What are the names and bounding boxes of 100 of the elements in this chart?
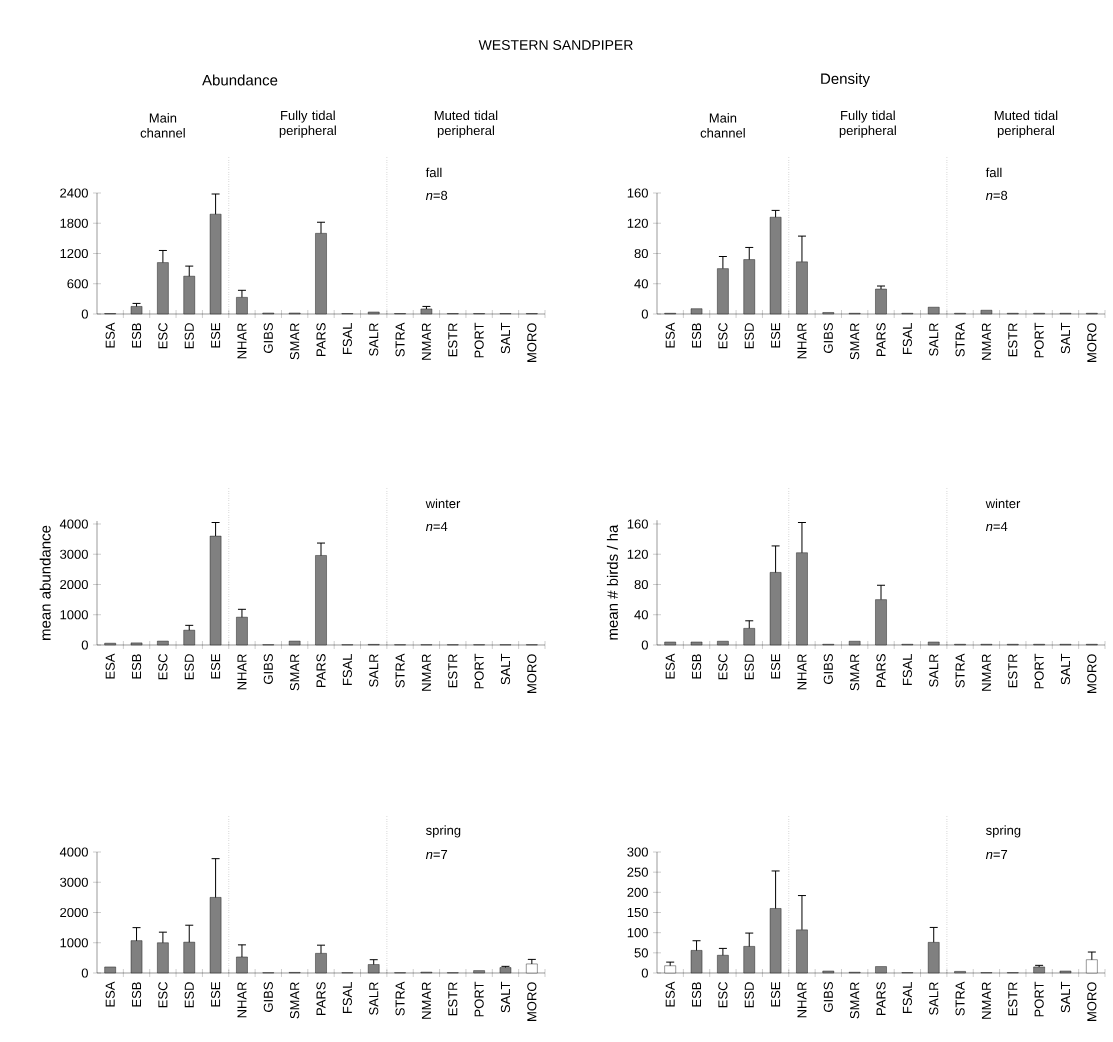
x-tick-label: NHAR [797,982,807,1018]
x-tick-label: ESTR [448,982,458,1016]
text: Fully tidal peripheral [839,110,896,138]
x-tick-label: PARS [316,654,326,687]
y-tick-label: 300 [627,847,648,857]
x-tick-label: PORT [1034,322,1044,358]
x-tick-label: ESC [718,982,728,1008]
x-tick-label: SALT [1060,653,1071,685]
x-tick-label: SALR [929,982,939,1015]
x-tick-label: SALT [500,322,511,354]
x-tick-label: GIBS [263,982,273,1012]
text: Fully tidal peripheral [279,110,336,138]
text: fall [985,167,1002,178]
text: winter [425,498,461,509]
x-tick-label: ESD [184,654,194,680]
text: spring [426,825,461,838]
text: Muted tidal peripheral [434,110,498,138]
chart-subtitle: Density [821,73,870,87]
x-tick-label: SALR [929,654,939,687]
y-axis-title: mean abundance [39,525,51,640]
y-tick-label: 0 [81,640,88,650]
x-tick-label: GIBS [823,323,833,353]
x-tick-label: FSAL [342,322,352,354]
x-tick-label: NMAR [981,323,991,360]
x-tick-label: SMAR [850,982,860,1019]
x-tick-label: PARS [316,323,326,356]
x-tick-label: ESC [718,654,728,680]
y-tick-label: 2400 [60,188,88,198]
y-tick-label: 1000 [60,610,88,620]
y-tick-label: 600 [67,279,88,289]
x-tick-label: ESE [770,323,781,348]
x-tick-label: ESB [131,982,142,1007]
x-tick-label: ESD [744,654,754,680]
x-tick-label: NHAR [237,982,247,1018]
x-tick-label: ESE [210,982,221,1007]
x-tick-label: PORT [474,653,484,689]
annotation: n=8 [985,190,1008,201]
annotation: n=4 [425,521,448,531]
y-tick-label: 40 [634,279,648,289]
x-tick-label: GIBS [263,323,273,353]
x-tick-label: NHAR [797,323,807,359]
text: spring [986,825,1021,838]
x-tick-label: MORO [1087,982,1097,1021]
x-tick-label: ESTR [448,323,458,357]
x-tick-label: STRA [395,653,405,688]
x-tick-label: ESC [718,323,728,349]
x-tick-label: MORO [1087,654,1097,693]
x-tick-label: ESTR [1008,654,1018,688]
x-tick-label: ESE [210,323,221,348]
y-tick-label: 250 [627,867,648,877]
annotation: n=4 [985,521,1008,531]
x-tick-label: PARS [876,323,886,356]
y-tick-label: 160 [627,519,648,529]
x-tick-label: SALT [1060,322,1071,354]
annotation: n=7 [425,849,448,859]
x-tick-label: SMAR [290,982,300,1019]
x-tick-label: PARS [316,982,326,1015]
y-tick-label: 1800 [60,218,88,228]
x-tick-label: MORO [527,323,537,362]
x-tick-label: NMAR [981,654,991,691]
x-tick-label: ESTR [1008,982,1018,1016]
x-tick-label: FSAL [902,981,912,1013]
x-tick-label: NHAR [797,654,807,690]
x-tick-label: SMAR [290,654,300,691]
y-tick-label: 200 [627,887,648,897]
x-tick-label: NMAR [421,982,431,1019]
x-tick-label: ESB [691,982,702,1007]
x-tick-label: ESTR [1008,323,1018,357]
text: Muted tidal peripheral [994,110,1058,138]
x-tick-label: FSAL [902,653,912,685]
x-tick-label: ESC [158,654,168,680]
x-tick-label: ESB [691,323,702,348]
y-tick-label: 0 [81,968,88,978]
x-tick-label: FSAL [342,981,352,1013]
x-tick-label: NMAR [421,323,431,360]
x-tick-label: SALR [369,982,379,1015]
y-tick-label: 4000 [59,519,88,529]
y-tick-label: 120 [627,549,648,559]
y-tick-label: 3000 [60,877,88,887]
annotation: n=8 [425,190,448,201]
x-tick-label: GIBS [263,654,273,684]
text: Main channel [700,113,745,138]
x-tick-label: SALR [929,323,939,356]
y-tick-label: 100 [627,928,648,938]
x-tick-label: ESB [691,654,702,679]
x-tick-label: NMAR [981,982,991,1019]
x-tick-label: NMAR [421,654,431,691]
y-tick-label: 4000 [59,847,88,857]
x-tick-label: ESA [105,653,115,679]
x-tick-label: ESTR [448,654,458,688]
x-tick-label: ESC [158,323,168,349]
x-tick-label: ESA [665,981,675,1007]
x-tick-label: PARS [876,654,886,687]
x-tick-label: NHAR [237,323,247,359]
chart-title: WESTERN SANDPIPER [478,40,633,50]
y-tick-label: 0 [641,309,648,319]
x-tick-label: ESB [131,323,142,348]
y-axis-title: mean # birds / ha [606,524,618,640]
y-tick-label: 150 [627,907,648,918]
y-tick-label: 1200 [60,248,88,259]
